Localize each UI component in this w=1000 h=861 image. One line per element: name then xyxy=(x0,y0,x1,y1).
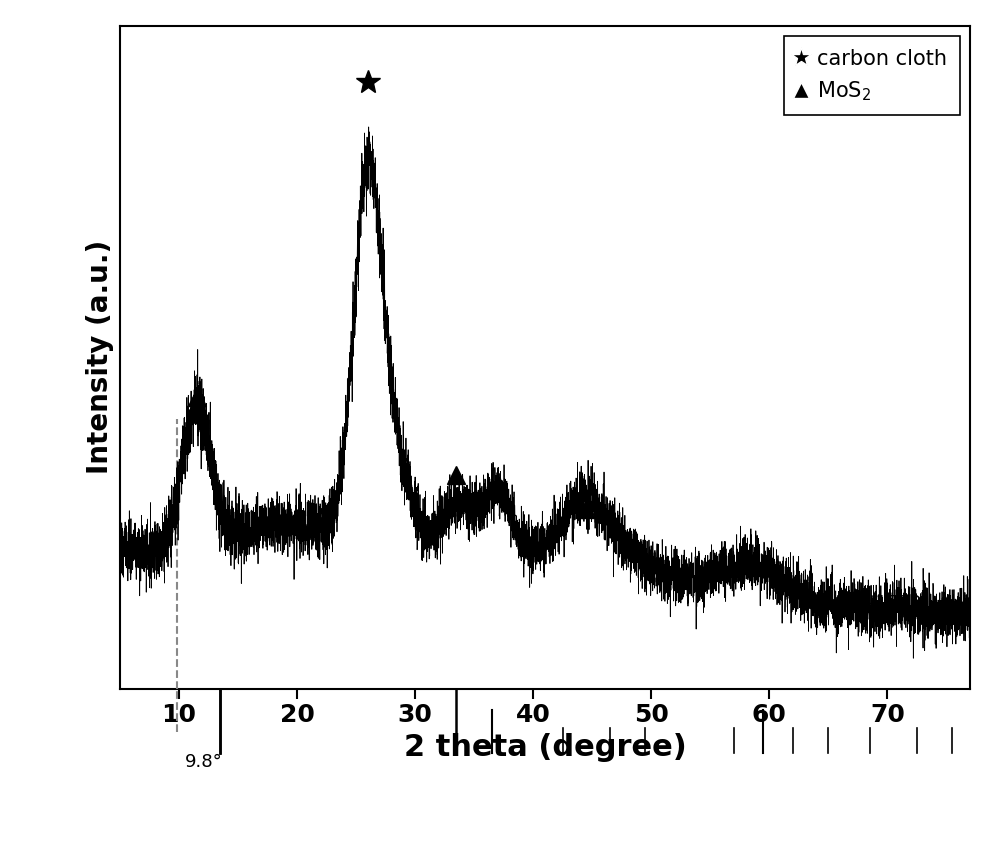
Text: PDF#75-1539: PDF#75-1539 xyxy=(797,593,922,611)
Legend: carbon cloth, MoS$_2$: carbon cloth, MoS$_2$ xyxy=(784,36,960,115)
X-axis label: 2 theta (degree): 2 theta (degree) xyxy=(404,733,686,762)
Text: 9.8°: 9.8° xyxy=(185,753,223,771)
Y-axis label: Intensity (a.u.): Intensity (a.u.) xyxy=(86,240,114,474)
